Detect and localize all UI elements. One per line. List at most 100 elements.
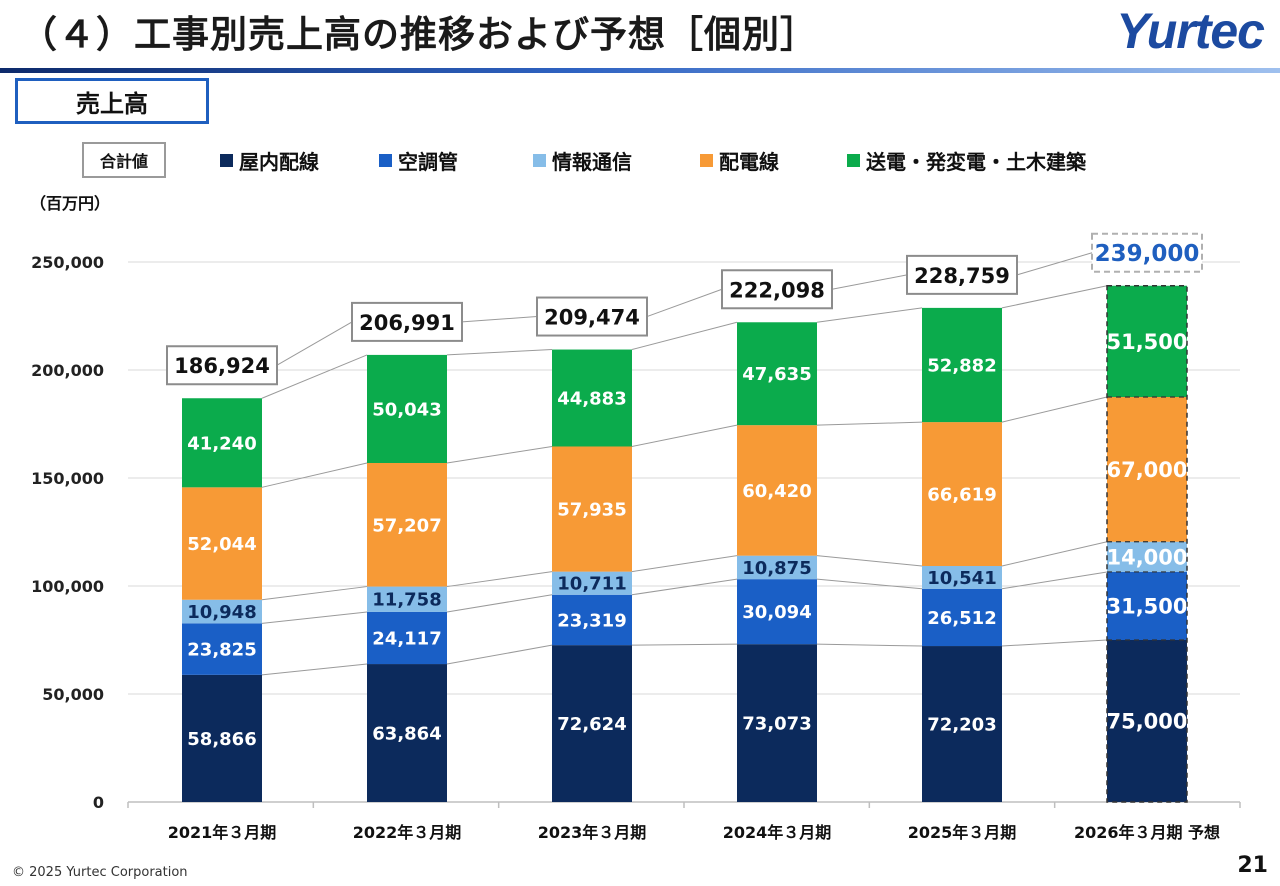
copyright: © 2025 Yurtec Corporation — [12, 865, 188, 880]
data-label: 10,711 — [557, 574, 626, 595]
total-label: 186,924 — [174, 354, 270, 378]
bar-segment — [1107, 541, 1187, 572]
legend-item-transmission: 送電・発変電・土木建築 — [847, 146, 1086, 175]
connector-line — [631, 578, 738, 596]
bar-segment — [182, 398, 262, 488]
bar-segment — [737, 579, 817, 645]
chart-legend: 合計値 屋内配線 空調管 情報通信 配電線 送電・発変電・土木建築 — [82, 142, 1086, 178]
total-label-box — [351, 301, 463, 342]
legend-swatch — [533, 153, 546, 167]
connector-line — [261, 462, 368, 488]
legend-label: 空調管 — [398, 149, 458, 174]
legend-label: 配電線 — [719, 149, 779, 174]
bar-segment — [922, 566, 1002, 589]
x-tick-label: 2026年３月期 予想 — [1074, 823, 1220, 842]
data-label: 23,319 — [557, 610, 626, 631]
y-tick-label: 200,000 — [31, 361, 104, 380]
connector-line — [446, 571, 553, 588]
x-tick-label: 2022年３月期 — [353, 823, 462, 842]
legend-label: 屋内配線 — [239, 149, 319, 174]
connector-line — [1001, 541, 1108, 567]
bar-segment — [552, 594, 632, 646]
bar-segment — [367, 664, 447, 802]
x-tick-label: 2021年３月期 — [168, 823, 277, 842]
total-label-box — [906, 254, 1018, 295]
connector-line — [261, 611, 368, 624]
data-label: 24,117 — [372, 628, 441, 649]
total-label: 228,759 — [914, 264, 1010, 288]
page-title: （４）工事別売上高の推移および予想［個別］ — [20, 13, 818, 56]
total-label-box — [166, 345, 278, 386]
legend-swatch — [220, 153, 233, 167]
data-label: 30,094 — [742, 602, 811, 623]
connector-line — [261, 663, 368, 676]
bar-segment — [1107, 397, 1187, 542]
bar-segment — [552, 571, 632, 595]
bar-segment — [552, 645, 632, 802]
section-label: 売上高 — [15, 78, 209, 124]
connector-line — [631, 424, 738, 447]
connector-line — [816, 643, 923, 647]
data-label: 57,207 — [372, 515, 441, 536]
bar-segment — [1107, 571, 1187, 640]
bar-segment — [737, 555, 817, 580]
y-tick-label: 150,000 — [31, 469, 104, 488]
total-label: 222,098 — [729, 278, 825, 302]
data-label: 67,000 — [1106, 458, 1187, 482]
data-label: 26,512 — [927, 608, 996, 629]
total-connector-line — [276, 321, 353, 366]
legend-swatch — [379, 153, 392, 167]
legend-item-distribution: 配電線 — [700, 146, 779, 175]
total-connector-line — [646, 288, 723, 318]
data-label: 10,948 — [187, 602, 256, 623]
legend-label: 送電・発変電・土木建築 — [866, 149, 1086, 174]
bar-segment — [922, 422, 1002, 567]
bar-segment — [182, 674, 262, 802]
bar-segment — [922, 307, 1002, 423]
connector-line — [446, 644, 553, 665]
bar-segment — [1107, 640, 1187, 802]
x-tick-label: 2024年３月期 — [723, 823, 832, 842]
bar-segment — [737, 322, 817, 426]
data-label: 52,882 — [927, 355, 996, 376]
connector-line — [1001, 396, 1108, 423]
bar-segment — [367, 586, 447, 612]
connector-line — [816, 307, 923, 323]
bar-segment — [552, 349, 632, 447]
x-tick-label: 2025年３月期 — [908, 823, 1017, 842]
legend-swatch — [847, 153, 860, 167]
connector-line — [631, 321, 738, 351]
bar-segment — [1107, 285, 1187, 397]
bar-segment — [552, 446, 632, 572]
title-divider — [0, 68, 1280, 73]
data-label: 52,044 — [187, 534, 256, 555]
data-label: 31,500 — [1106, 595, 1187, 619]
total-label-box — [1091, 232, 1203, 273]
bar-segment — [922, 588, 1002, 647]
bar-segment — [922, 646, 1002, 802]
bar-segment — [367, 611, 447, 665]
connector-line — [261, 586, 368, 601]
legend-item-hvac: 空調管 — [379, 146, 458, 175]
connector-line — [261, 354, 368, 399]
connector-line — [1001, 285, 1108, 309]
y-tick-label: 0 — [93, 793, 104, 812]
data-label: 60,420 — [742, 481, 811, 502]
company-logo: Yurtec — [1116, 3, 1265, 59]
y-tick-label: 250,000 — [31, 253, 104, 272]
connector-line — [1001, 571, 1108, 590]
data-label: 41,240 — [187, 433, 256, 454]
bar-segment — [737, 425, 817, 556]
connector-line — [1001, 639, 1108, 647]
bar-segment — [182, 623, 262, 675]
data-label: 47,635 — [742, 364, 811, 385]
y-tick-label: 50,000 — [42, 685, 104, 704]
data-label: 44,883 — [557, 388, 626, 409]
data-label: 72,624 — [557, 714, 626, 735]
total-connector-line — [1016, 252, 1093, 276]
connector-line — [816, 555, 923, 567]
total-label-box — [721, 269, 833, 310]
data-label: 23,825 — [187, 640, 256, 661]
legend-label: 情報通信 — [552, 149, 632, 174]
